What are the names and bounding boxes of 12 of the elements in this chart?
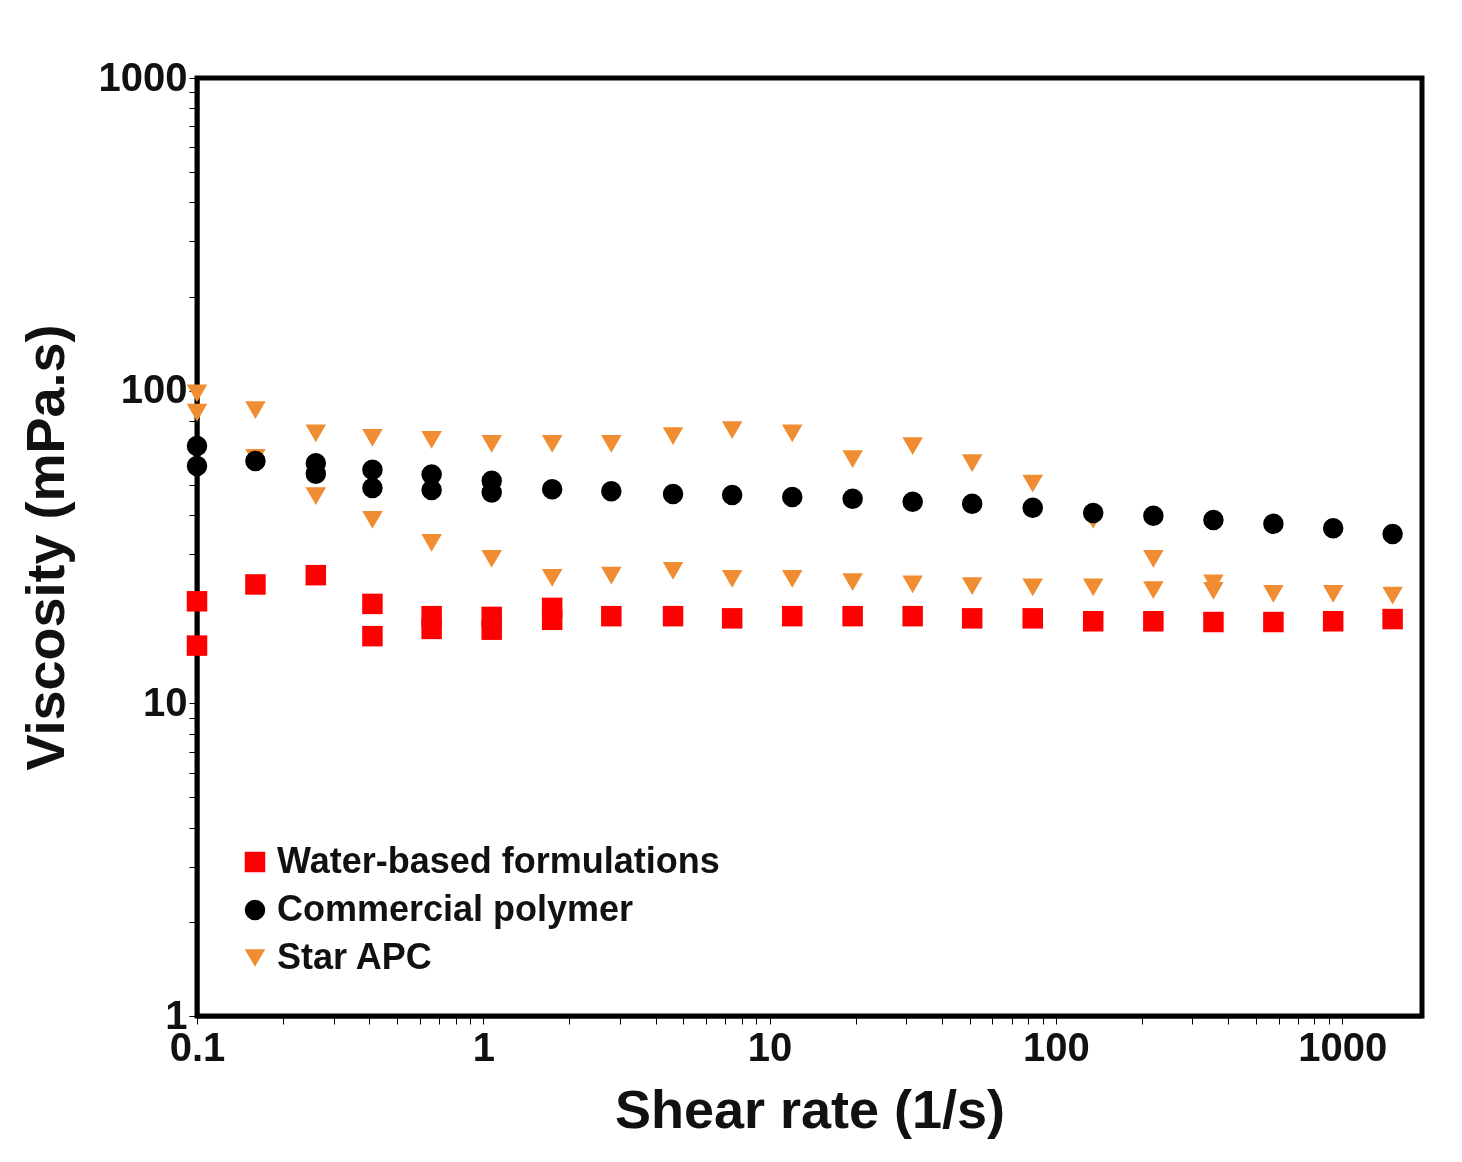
legend-label: Commercial polymer bbox=[277, 888, 634, 929]
legend-label: Star APC bbox=[277, 936, 432, 977]
legend-label: Water-based formulations bbox=[277, 840, 720, 881]
y-axis-title: Viscosity (mPa.s) bbox=[14, 324, 75, 771]
y-tick-label: 100 bbox=[120, 367, 188, 412]
x-tick-label: 100 bbox=[1023, 1024, 1090, 1069]
x-tick-label: 10 bbox=[747, 1024, 793, 1069]
y-tick-label: 10 bbox=[143, 679, 188, 724]
y-tick-label: 1000 bbox=[98, 54, 188, 99]
x-tick-label: 1000 bbox=[1298, 1024, 1388, 1069]
x-axis-title: Shear rate (1/s) bbox=[614, 1078, 1006, 1139]
x-tick-label: 1 bbox=[472, 1024, 495, 1069]
